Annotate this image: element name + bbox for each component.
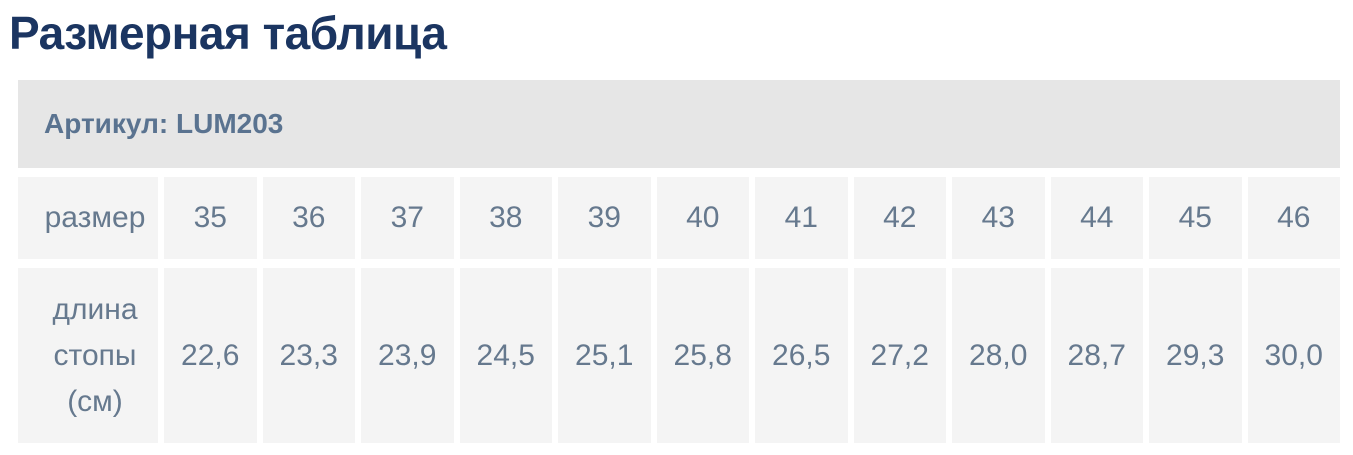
foot-length-cell: 25,1 bbox=[558, 268, 651, 444]
size-cell: 39 bbox=[558, 177, 651, 260]
foot-length-cell: 26,5 bbox=[755, 268, 848, 444]
size-cell: 44 bbox=[1050, 177, 1143, 260]
size-cell: 45 bbox=[1149, 177, 1242, 260]
foot-length-cell: 29,3 bbox=[1149, 268, 1242, 444]
foot-length-cell: 22,6 bbox=[164, 268, 257, 444]
foot-length-row-label: длина стопы (см) bbox=[18, 268, 158, 444]
size-cell: 43 bbox=[952, 177, 1045, 260]
size-row-label: размер bbox=[18, 177, 158, 260]
foot-length-cell: 30,0 bbox=[1247, 268, 1340, 444]
size-cell: 46 bbox=[1247, 177, 1340, 260]
foot-length-cell: 28,0 bbox=[952, 268, 1045, 444]
size-cell: 35 bbox=[164, 177, 257, 260]
size-cell: 36 bbox=[262, 177, 355, 260]
size-cell: 38 bbox=[459, 177, 552, 260]
size-cell: 40 bbox=[656, 177, 749, 260]
page-title: Размерная таблица bbox=[9, 7, 447, 59]
foot-length-cell: 24,5 bbox=[459, 268, 552, 444]
foot-length-cell: 25,8 bbox=[656, 268, 749, 444]
foot-length-cell: 28,7 bbox=[1050, 268, 1143, 444]
article-cell: Артикул: LUM203 bbox=[18, 80, 1340, 169]
foot-length-cell: 27,2 bbox=[853, 268, 946, 444]
size-cell: 42 bbox=[853, 177, 946, 260]
size-cell: 41 bbox=[755, 177, 848, 260]
size-cell: 37 bbox=[361, 177, 454, 260]
article-row: Артикул: LUM203 bbox=[18, 80, 1340, 169]
foot-length-cell: 23,9 bbox=[361, 268, 454, 444]
size-table: Артикул: LUM203 размер 35 36 37 38 39 40… bbox=[12, 71, 1346, 452]
foot-length-cell: 23,3 bbox=[262, 268, 355, 444]
size-row: размер 35 36 37 38 39 40 41 42 43 44 45 … bbox=[18, 177, 1340, 260]
foot-length-row: длина стопы (см) 22,6 23,3 23,9 24,5 25,… bbox=[18, 268, 1340, 444]
